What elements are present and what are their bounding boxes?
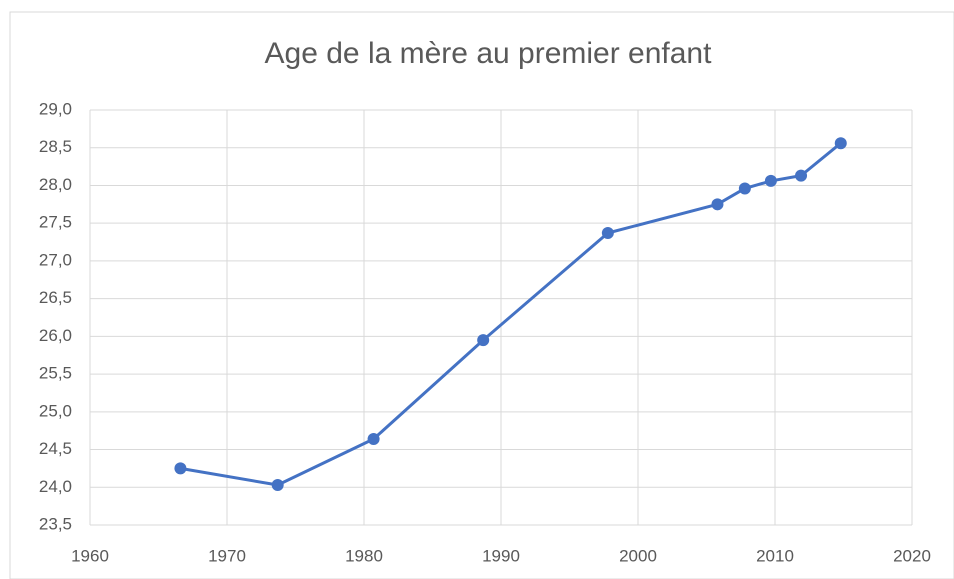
y-tick-label: 23,5 — [39, 514, 72, 533]
x-tick-label: 2020 — [893, 546, 931, 565]
x-tick-label: 1990 — [482, 546, 520, 565]
marker — [367, 432, 380, 445]
y-tick-label: 29,0 — [39, 99, 72, 118]
x-tick-label: 1970 — [208, 546, 246, 565]
x-tick-label: 1980 — [345, 546, 383, 565]
marker — [271, 479, 284, 492]
marker — [738, 182, 751, 195]
x-tick-label: 1960 — [71, 546, 109, 565]
y-tick-label: 26,0 — [39, 326, 72, 345]
y-tick-label: 25,5 — [39, 364, 72, 383]
y-tick-label: 28,5 — [39, 137, 72, 156]
y-tick-label: 26,5 — [39, 288, 72, 307]
y-tick-label: 24,0 — [39, 477, 72, 496]
marker — [795, 169, 808, 182]
line — [180, 142, 842, 487]
marker — [477, 334, 490, 347]
y-tick-label: 24,5 — [39, 439, 72, 458]
y-tick-label: 28,0 — [39, 175, 72, 194]
marker — [601, 226, 614, 239]
y-tick-label: 27,5 — [39, 213, 72, 232]
chart-frame — [9, 11, 954, 579]
marker — [711, 198, 724, 211]
marker — [764, 174, 777, 187]
y-tick-label: 27,0 — [39, 250, 72, 269]
y-tick-label: 25,0 — [39, 401, 72, 420]
marker — [174, 462, 187, 475]
chart-title: Age de la mère au premier enfant — [265, 37, 713, 70]
x-tick-label: 2010 — [756, 546, 794, 565]
marker — [834, 137, 847, 150]
x-tick-label: 2000 — [619, 546, 657, 565]
